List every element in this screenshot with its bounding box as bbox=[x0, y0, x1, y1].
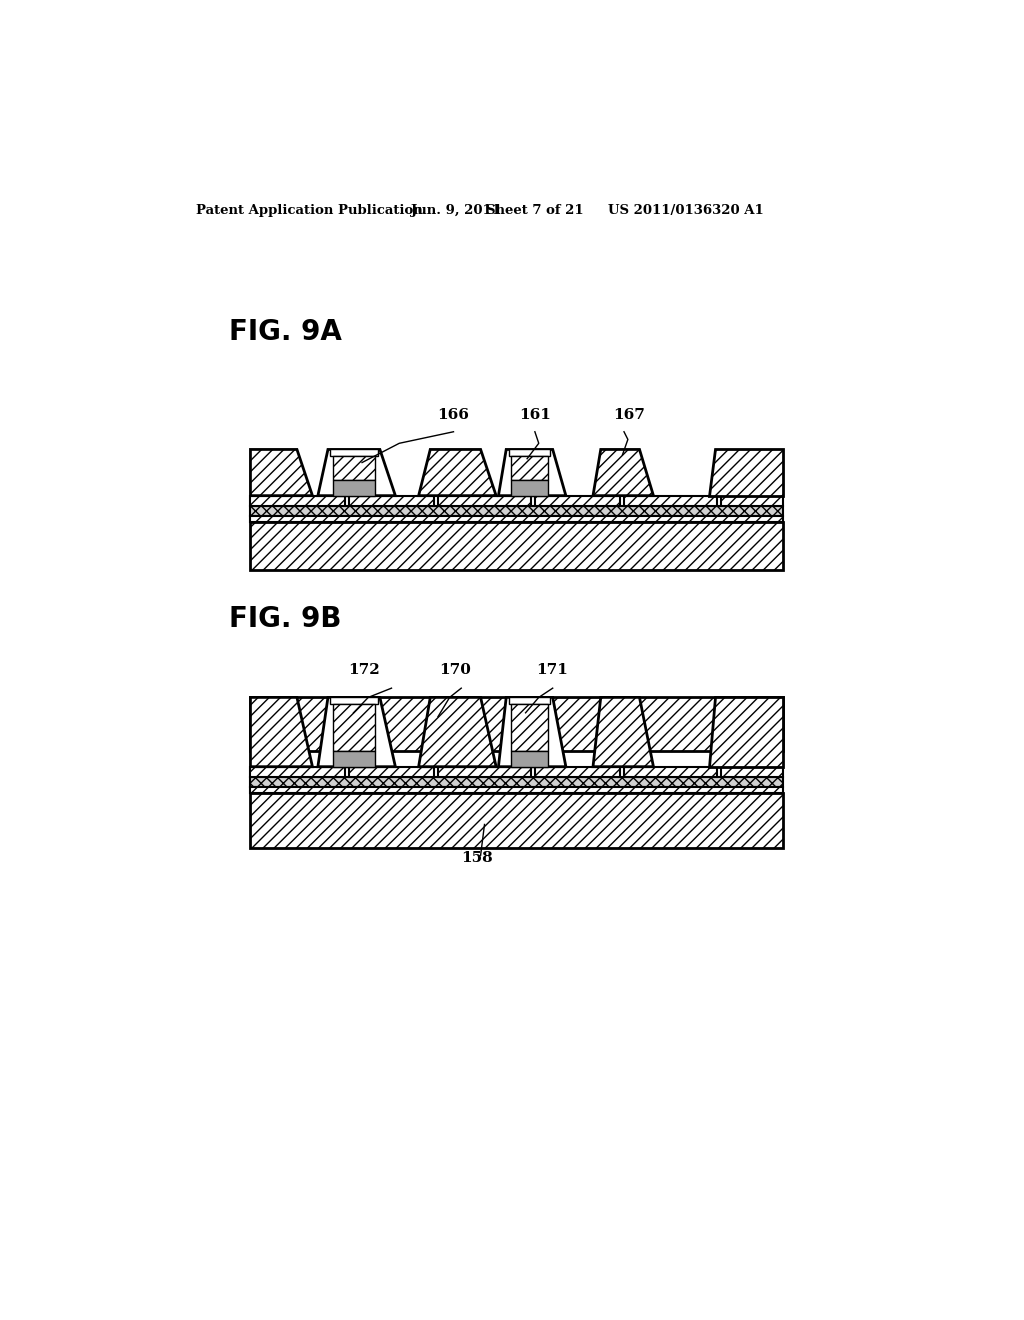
Text: 170: 170 bbox=[439, 664, 471, 677]
Polygon shape bbox=[419, 449, 496, 496]
Polygon shape bbox=[499, 697, 566, 767]
Bar bbox=[333, 480, 375, 496]
Text: 171: 171 bbox=[536, 664, 568, 677]
Bar bbox=[511, 704, 548, 751]
Bar bbox=[251, 507, 783, 516]
Bar bbox=[251, 496, 345, 507]
Bar bbox=[333, 455, 375, 480]
Polygon shape bbox=[499, 449, 566, 496]
Bar bbox=[438, 496, 531, 507]
Bar bbox=[721, 767, 783, 776]
Polygon shape bbox=[251, 449, 312, 496]
Bar bbox=[438, 767, 531, 776]
Polygon shape bbox=[593, 697, 653, 767]
Bar bbox=[509, 450, 550, 455]
Text: 167: 167 bbox=[613, 408, 645, 422]
Bar bbox=[251, 521, 783, 570]
Text: US 2011/0136320 A1: US 2011/0136320 A1 bbox=[608, 205, 764, 218]
Bar bbox=[721, 496, 783, 507]
Bar bbox=[251, 793, 783, 847]
Bar bbox=[624, 496, 717, 507]
Bar bbox=[251, 767, 345, 776]
Bar bbox=[251, 776, 783, 787]
Text: Patent Application Publication: Patent Application Publication bbox=[197, 205, 423, 218]
Bar bbox=[511, 480, 548, 496]
Polygon shape bbox=[710, 697, 783, 767]
Bar bbox=[349, 767, 434, 776]
Bar bbox=[333, 751, 375, 767]
Text: 172: 172 bbox=[348, 664, 380, 677]
Polygon shape bbox=[317, 697, 395, 767]
Bar bbox=[535, 496, 621, 507]
Polygon shape bbox=[419, 697, 496, 767]
Text: FIG. 9B: FIG. 9B bbox=[228, 605, 341, 632]
Polygon shape bbox=[593, 449, 653, 496]
Text: 158: 158 bbox=[461, 851, 493, 866]
Text: FIG. 9A: FIG. 9A bbox=[228, 318, 342, 346]
Bar bbox=[251, 516, 783, 521]
Text: Jun. 9, 2011: Jun. 9, 2011 bbox=[411, 205, 501, 218]
Polygon shape bbox=[317, 449, 395, 496]
Text: Sheet 7 of 21: Sheet 7 of 21 bbox=[486, 205, 584, 218]
Bar bbox=[511, 751, 548, 767]
Bar bbox=[624, 767, 717, 776]
Bar bbox=[511, 455, 548, 480]
Bar bbox=[251, 787, 783, 793]
Bar bbox=[333, 704, 375, 751]
Bar bbox=[331, 450, 378, 455]
Bar bbox=[349, 496, 434, 507]
Polygon shape bbox=[251, 697, 312, 767]
Text: 166: 166 bbox=[437, 408, 469, 422]
Bar bbox=[251, 697, 783, 751]
Bar bbox=[509, 697, 550, 704]
Text: 161: 161 bbox=[519, 408, 551, 422]
Bar bbox=[535, 767, 621, 776]
Polygon shape bbox=[710, 449, 783, 496]
Bar bbox=[331, 697, 378, 704]
